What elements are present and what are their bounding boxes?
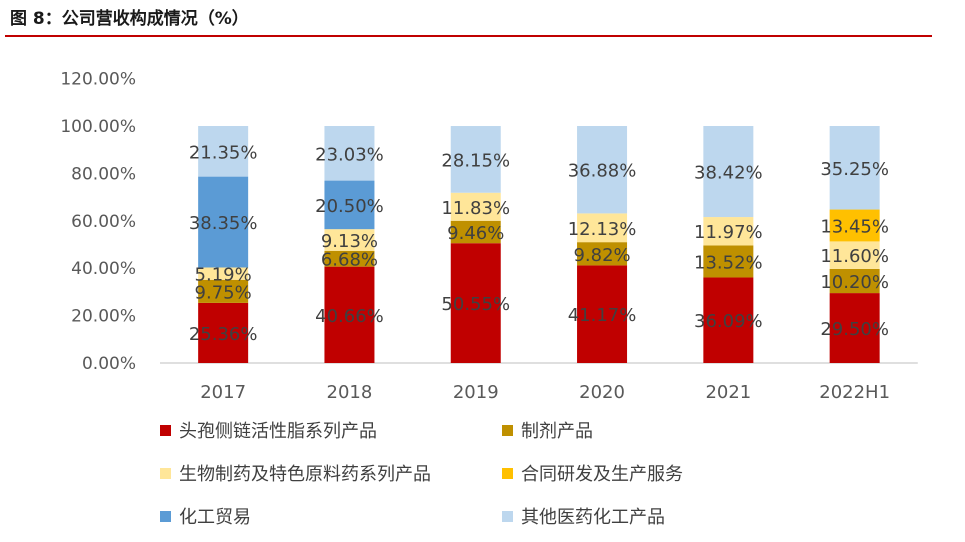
y-tick-label: 80.00% [71,164,136,184]
data-label: 23.03% [315,144,384,165]
stacked-bar-chart: 0.00% 20.00% 40.00% 60.00% 80.00% 100.00% 120.… [60,70,918,403]
data-label: 11.60% [820,246,889,267]
bar-segment [829,293,880,363]
legend-swatch [160,467,171,479]
legend-item: 其他医药化工产品 [502,503,665,529]
bar-segment [577,265,628,363]
legend-swatch [502,510,513,522]
bar-segment [198,267,249,280]
data-label: 5.19% [195,265,252,286]
data-label: 38.35% [189,213,258,234]
bar-segment [324,180,375,230]
data-label: 13.45% [820,216,889,237]
data-label: 9.13% [321,231,378,252]
legend-swatch [502,424,513,436]
bar-segment [324,250,375,267]
x-tick-label: 2020 [579,382,625,403]
bar-segment [703,277,754,363]
data-label: 36.88% [568,161,637,182]
y-tick-label: 40.00% [71,259,136,279]
x-tick-label: 2018 [327,382,373,403]
bar-segment [577,213,628,243]
bar-segment [829,268,880,294]
legend-label: 生物制药及特色原料药系列产品 [179,464,431,485]
bar-segment [703,245,754,278]
legend-item: 化工贸易 [160,503,251,529]
data-label: 25.36% [189,324,258,345]
bar-segment [703,217,754,246]
bar-segment [198,176,249,268]
legend-item: 头孢侧链活性脂系列产品 [160,417,377,443]
y-tick-label: 120.00% [60,70,136,90]
legend-label: 制剂产品 [521,421,593,442]
bar-segment [450,220,501,244]
data-label: 12.13% [568,219,637,240]
data-label: 36.09% [694,311,763,332]
x-tick-label: 2021 [705,382,751,403]
bar-segment [324,266,375,363]
bar-segment [829,209,880,242]
bar-segment [577,242,628,266]
legend-item: 合同研发及生产服务 [502,460,683,486]
x-tick-label: 2017 [200,382,246,403]
legend-label: 化工贸易 [179,507,251,528]
bar-segment [450,192,501,221]
bar-segment [450,126,501,193]
legend-swatch [160,424,171,436]
data-label: 10.20% [820,272,889,293]
data-label: 35.25% [820,159,889,180]
x-tick-label: 2019 [453,382,499,403]
y-tick-label: 20.00% [71,307,136,327]
y-tick-label: 0.00% [82,354,136,374]
bar-segment [198,279,249,303]
y-tick-label: 100.00% [60,117,136,137]
data-label: 41.17% [568,305,637,326]
data-label: 13.52% [694,252,763,273]
data-label: 21.35% [189,142,258,163]
legend-label: 头孢侧链活性脂系列产品 [179,421,377,442]
chart-title: 图 8：公司营收构成情况（%） [10,9,249,29]
data-label: 40.66% [315,306,384,327]
legend-label: 合同研发及生产服务 [521,464,683,485]
bar-segment [198,302,249,363]
legend-label: 其他医药化工产品 [521,507,665,528]
legend-swatch [502,467,513,479]
data-label: 38.42% [694,163,763,184]
bar-segment [450,243,501,363]
title-divider [5,35,932,37]
data-label: 28.15% [441,150,510,171]
data-label: 9.75% [195,282,252,303]
legend-item: 生物制药及特色原料药系列产品 [160,460,431,486]
bar-segment [577,126,628,214]
x-tick-label: 2022H1 [819,382,890,403]
bar-segment [703,126,754,218]
legend-item: 制剂产品 [502,417,593,443]
legend-swatch [160,510,171,522]
data-label: 20.50% [315,196,384,217]
bar-segment [198,126,249,177]
y-tick-label: 60.00% [71,212,136,232]
data-label: 50.55% [441,294,510,315]
bar-segment [324,229,375,251]
data-label: 29.50% [820,319,889,340]
data-label: 9.46% [447,223,504,244]
bar-segment [324,126,375,181]
data-label: 11.97% [694,222,763,243]
bar-segment [829,126,880,210]
data-label: 6.68% [321,250,378,271]
data-label: 11.83% [441,198,510,219]
bar-segment [829,241,880,269]
data-label: 9.82% [573,245,630,266]
